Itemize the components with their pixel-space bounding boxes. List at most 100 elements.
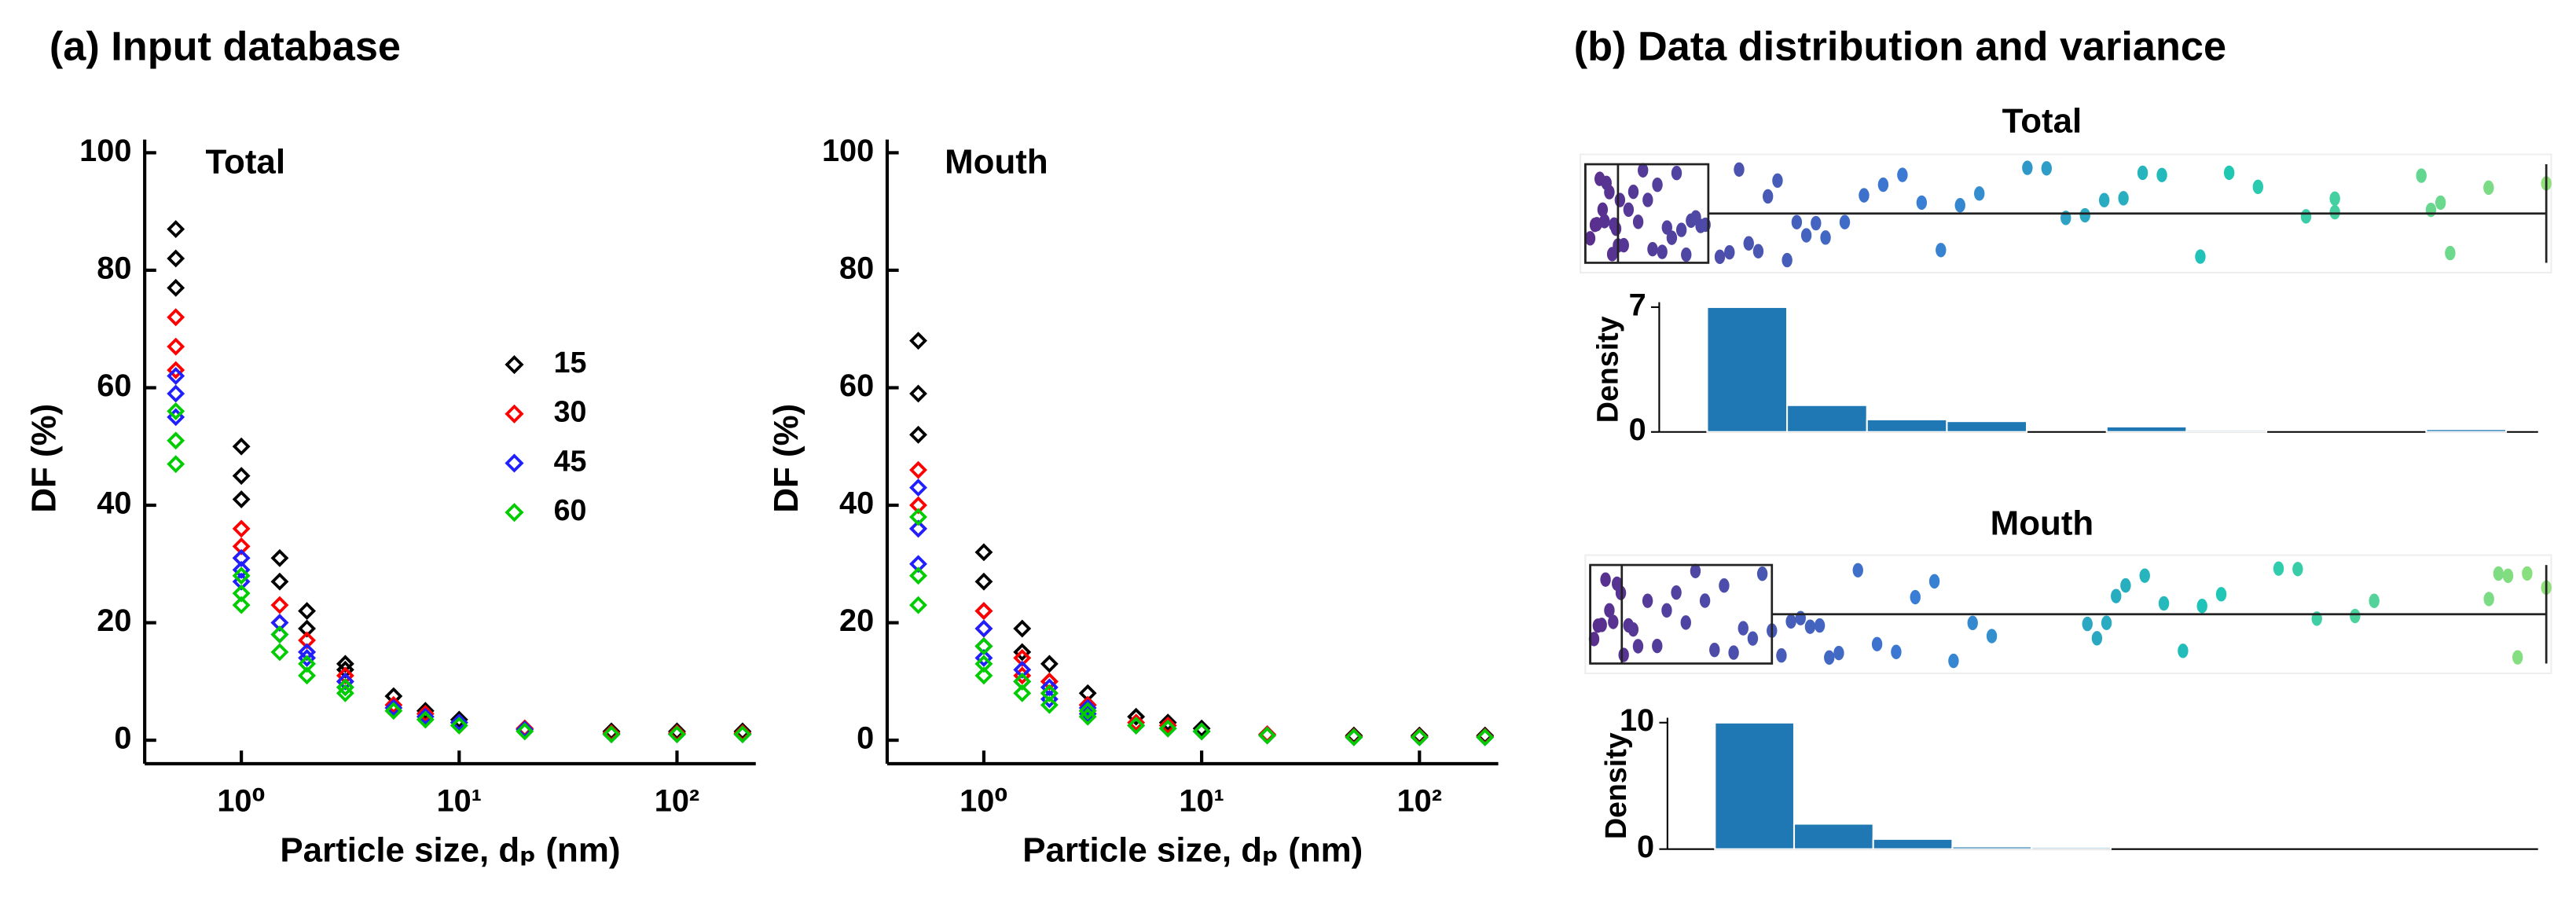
- data-point: [909, 425, 927, 444]
- strip-point: [1795, 610, 1806, 625]
- data-point: [384, 698, 403, 717]
- legend-label: 15: [554, 346, 587, 379]
- data-point: [167, 455, 185, 474]
- strip-point: [1680, 615, 1691, 630]
- strip-point: [1627, 184, 1639, 200]
- strip-point: [2196, 599, 2207, 614]
- data-point: [167, 384, 185, 403]
- bar: [2105, 425, 2188, 433]
- data-point: [232, 596, 251, 614]
- data-point: [232, 467, 251, 486]
- strip-point: [1597, 202, 1609, 217]
- data-point: [909, 508, 927, 526]
- data-point: [909, 596, 927, 614]
- bar: [1866, 418, 1948, 433]
- strip-point: [1852, 563, 1863, 578]
- strip-point: [1743, 236, 1754, 251]
- chart-title: Mouth: [1991, 504, 2094, 542]
- data-point: [270, 596, 289, 614]
- strip-point: [1734, 162, 1745, 177]
- strip-point: [1661, 603, 1672, 618]
- data-point: [1013, 643, 1032, 662]
- strip-point: [2156, 167, 2167, 182]
- panel-title: (b) Data distribution and variance: [1574, 24, 2226, 70]
- data-point: [733, 725, 752, 744]
- data-point: [270, 643, 289, 662]
- strip-point: [1671, 585, 1682, 600]
- data-point: [974, 666, 993, 685]
- strip-point: [1772, 173, 1783, 189]
- data-point: [416, 707, 435, 726]
- data-point: [1013, 619, 1032, 638]
- data-point: [167, 220, 185, 239]
- strip-point: [1600, 572, 1611, 587]
- strip-point: [1833, 645, 1844, 661]
- data-point: [232, 519, 251, 538]
- strip-point: [1820, 230, 1831, 245]
- strip-point: [1652, 177, 1663, 192]
- strip-point: [1936, 243, 1947, 258]
- data-point: [1127, 707, 1146, 726]
- data-point: [384, 695, 403, 714]
- data-point: [232, 566, 251, 585]
- strip-point: [1618, 647, 1629, 662]
- data-point: [270, 625, 289, 644]
- strip-frame: [1584, 554, 2552, 675]
- strip-point: [2082, 616, 2093, 632]
- legend-marker: [505, 354, 524, 375]
- strip-point: [1604, 185, 1615, 200]
- data-point: [167, 278, 185, 297]
- legend-marker: [505, 503, 524, 522]
- strip-point: [1811, 215, 1822, 231]
- data-point: [1410, 728, 1429, 746]
- strip-point: [1709, 642, 1720, 658]
- strip-point: [1652, 638, 1663, 654]
- strip-point: [2329, 204, 2340, 220]
- strip-point: [1916, 195, 1928, 211]
- data-point: [450, 716, 468, 735]
- data-point: [909, 332, 927, 350]
- data-point: [298, 648, 317, 667]
- strip-point: [1804, 619, 1816, 634]
- strip-point: [2118, 191, 2129, 206]
- data-point: [1345, 728, 1363, 746]
- strip-point: [1671, 166, 1682, 181]
- data-point: [1127, 713, 1146, 732]
- strip-point: [1675, 222, 1687, 237]
- strip-point: [1738, 621, 1749, 636]
- strip-point: [1623, 202, 1635, 218]
- strip-point: [1782, 252, 1793, 268]
- bar: [1872, 838, 1954, 850]
- strip-point: [1724, 244, 1735, 260]
- strip-point: [1588, 632, 1600, 647]
- chart-title: Mouth: [945, 143, 1048, 182]
- data-point: [167, 361, 185, 380]
- data-point: [167, 431, 185, 450]
- y-axis-label: DF (%): [24, 404, 63, 513]
- y-tick-label: 7: [1629, 288, 1646, 322]
- strip-point: [1657, 244, 1668, 259]
- strip-point: [1897, 167, 1908, 182]
- data-point: [232, 437, 251, 456]
- legend-label: 45: [554, 444, 587, 477]
- strip-point: [1608, 614, 1619, 629]
- data-point: [909, 384, 927, 403]
- box: [1583, 163, 1710, 264]
- strip-point: [1877, 177, 1889, 192]
- y-tick-label: 100: [79, 134, 131, 168]
- strip-point: [1638, 163, 1649, 178]
- x-tick-label: 10⁰: [960, 784, 1008, 819]
- strip-point: [1584, 231, 1596, 246]
- bar: [1946, 420, 2028, 433]
- strip-point: [1859, 188, 1870, 203]
- y-axis-label: Density: [1591, 316, 1624, 423]
- y-tick-label: 0: [114, 721, 131, 756]
- strip-point: [2483, 592, 2494, 607]
- data-point: [167, 367, 185, 385]
- strip-point: [1714, 249, 1726, 265]
- strip-point: [1891, 644, 1902, 659]
- bar: [2031, 846, 2112, 850]
- y-tick-label: 80: [97, 251, 131, 285]
- data-point: [167, 402, 185, 420]
- x-tick-label: 10²: [655, 784, 699, 819]
